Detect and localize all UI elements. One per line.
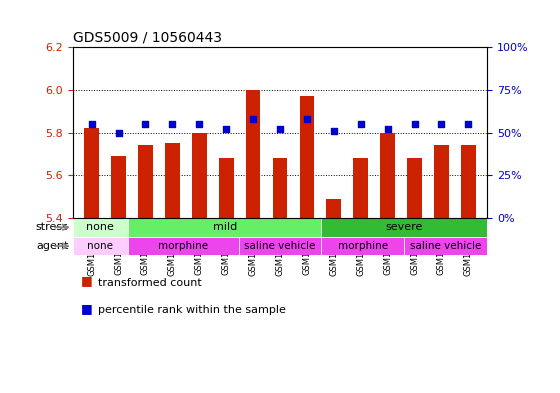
Text: percentile rank within the sample: percentile rank within the sample [98,305,286,316]
Bar [128,218,321,237]
Text: saline vehicle: saline vehicle [410,241,482,251]
Point [464,121,473,127]
Text: ■: ■ [81,302,93,315]
Text: none: none [87,241,114,251]
Text: agent: agent [36,241,69,251]
Bar [300,96,314,218]
Text: severe: severe [386,222,423,232]
Point [195,121,204,127]
Text: stress: stress [36,222,69,232]
Point [383,126,392,132]
Bar [407,158,422,218]
Bar [380,132,395,218]
Point [222,126,231,132]
Point [437,121,446,127]
Text: ■: ■ [81,274,93,288]
Bar [404,237,487,255]
Bar [326,199,341,218]
Bar [434,145,449,218]
Bar [111,156,126,218]
Point [302,116,311,122]
Bar [273,158,287,218]
Bar [246,90,260,218]
Bar [192,132,207,218]
Bar [128,237,239,255]
Point [141,121,150,127]
Point [356,121,365,127]
Point [114,129,123,136]
Bar [321,218,487,237]
Text: GDS5009 / 10560443: GDS5009 / 10560443 [73,31,222,44]
Bar [321,237,404,255]
Point [249,116,258,122]
Bar [138,145,153,218]
Point [276,126,284,132]
Bar [84,128,99,218]
Bar [73,218,128,237]
Point [87,121,96,127]
Bar [239,237,321,255]
Text: morphine: morphine [338,241,388,251]
Point [168,121,177,127]
Text: none: none [86,222,114,232]
Text: mild: mild [213,222,237,232]
Bar [353,158,368,218]
Point [410,121,419,127]
Text: saline vehicle: saline vehicle [244,241,316,251]
Bar [461,145,476,218]
Point [329,128,338,134]
Bar [73,237,128,255]
Bar [219,158,234,218]
Text: transformed count: transformed count [98,278,202,288]
Bar [165,143,180,218]
Text: morphine: morphine [158,241,208,251]
